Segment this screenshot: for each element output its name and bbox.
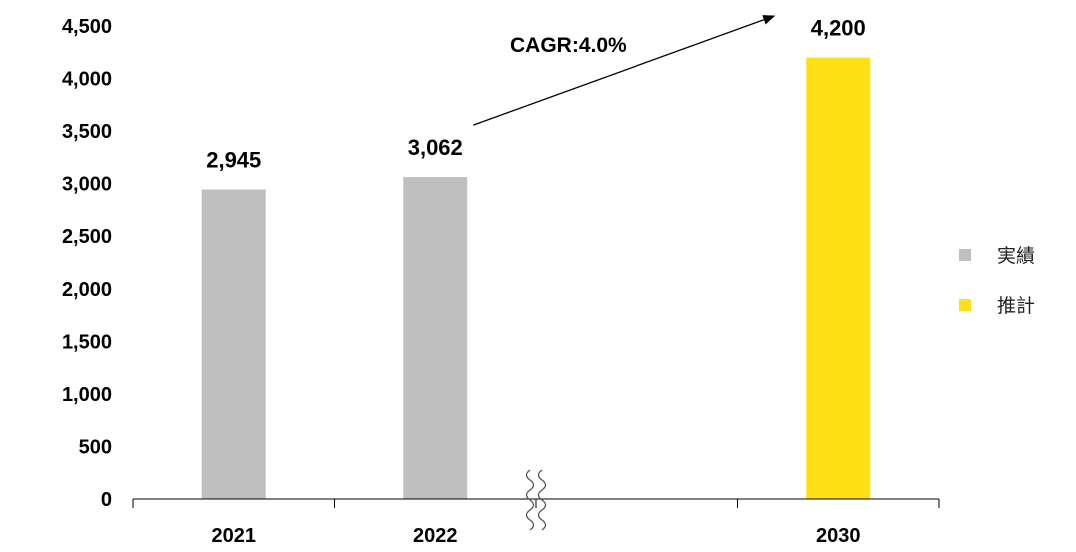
x-axis-tick-labels: 2021 2022 2030 — [212, 525, 861, 547]
y-tick-label: 4,500 — [62, 16, 112, 38]
y-tick-label: 1,500 — [62, 331, 112, 353]
legend-label-actual: 実績 — [997, 245, 1035, 267]
bars — [201, 57, 871, 500]
y-axis-tick-labels: 0 500 1,000 1,500 2,000 2,500 3,000 3,500 4,000 4… — [62, 16, 112, 511]
bar-2021 — [201, 189, 266, 499]
y-tick-label: 2,500 — [62, 226, 112, 248]
y-tick-label: 2,000 — [62, 279, 112, 301]
axis-break-wave — [537, 469, 547, 531]
legend-swatch-actual — [959, 249, 971, 261]
y-tick-label: 500 — [79, 436, 112, 458]
cagr-arrow — [473, 15, 776, 126]
x-tick-label-2030: 2030 — [816, 525, 861, 547]
data-label-2021: 2,945 — [206, 147, 261, 172]
bar-2022 — [403, 177, 468, 499]
axis-break-symbol — [525, 469, 547, 531]
y-tick-label: 1,000 — [62, 384, 112, 406]
legend-swatch-forecast — [959, 299, 971, 311]
y-tick-label: 0 — [101, 489, 112, 511]
data-labels: 2,945 3,062 4,200 — [206, 16, 866, 173]
axis-break-wave — [525, 469, 535, 531]
data-label-2030: 4,200 — [811, 16, 866, 41]
bar-2030 — [806, 57, 871, 500]
y-tick-label: 3,000 — [62, 174, 112, 196]
cagr-annotation: CAGR:4.0% — [473, 15, 776, 126]
y-tick-label: 3,500 — [62, 121, 112, 143]
data-label-2022: 3,062 — [408, 135, 463, 160]
x-tick-label-2022: 2022 — [413, 525, 458, 547]
legend-label-forecast: 推計 — [997, 295, 1035, 317]
x-axis-ticks — [132, 499, 940, 508]
cagr-label: CAGR:4.0% — [510, 34, 627, 57]
y-tick-label: 4,000 — [62, 69, 112, 91]
x-tick-label-2021: 2021 — [212, 525, 257, 547]
